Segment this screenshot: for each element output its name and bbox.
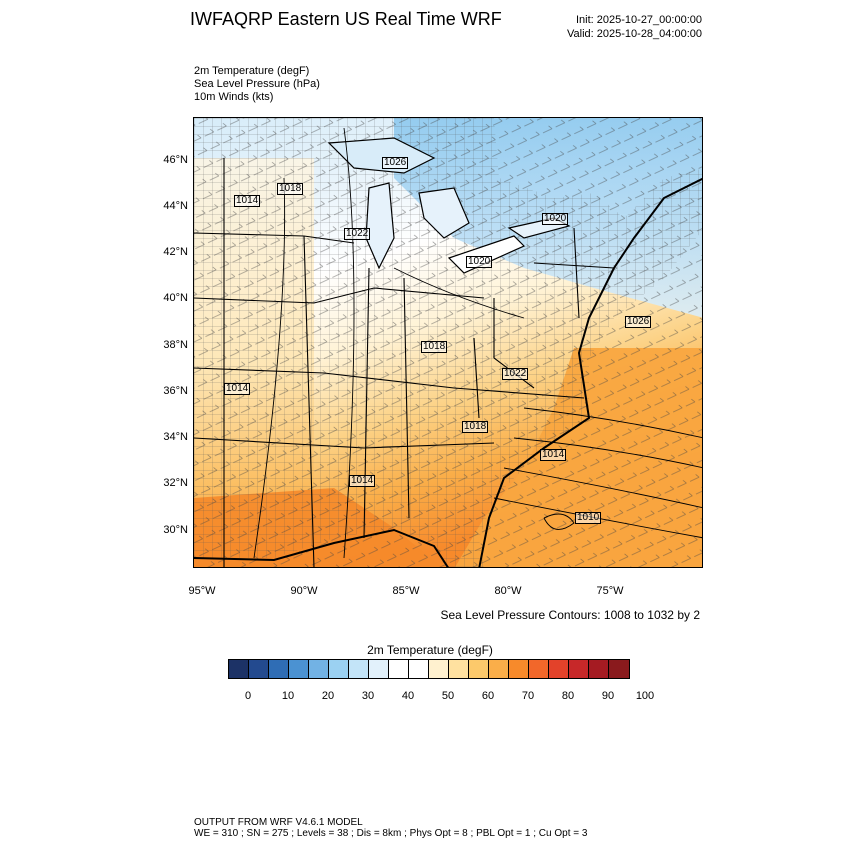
colorbar-swatch [329, 660, 349, 678]
colorbar-tick: 60 [481, 690, 495, 702]
field-pressure: Sea Level Pressure (hPa) [194, 78, 320, 90]
lat-label: 40°N [163, 292, 188, 304]
lon-label: 95°W [188, 585, 216, 597]
time-info: Init: 2025-10-27_00:00:00 Valid: 2025-10… [567, 13, 702, 41]
colorbar-tick: 40 [401, 690, 415, 702]
model-config: WE = 310 ; SN = 275 ; Levels = 38 ; Dis … [194, 828, 588, 839]
colorbar-swatch [549, 660, 569, 678]
colorbar-swatch [569, 660, 589, 678]
slp-label: 1018 [462, 421, 489, 433]
lat-label: 44°N [163, 200, 188, 212]
weather-map: 1026 1018 1014 1022 1020 1020 1026 1018 … [193, 117, 703, 568]
slp-label: 1014 [224, 383, 251, 395]
lat-label: 36°N [163, 385, 188, 397]
lake-huron [418, 187, 470, 239]
slp-label: 1018 [421, 341, 448, 353]
state-borders [194, 158, 615, 567]
lon-label: 90°W [290, 585, 318, 597]
lat-label: 38°N [163, 339, 188, 351]
model-version: OUTPUT FROM WRF V4.6.1 MODEL [194, 817, 363, 828]
field-list: 2m Temperature (degF) Sea Level Pressure… [194, 65, 320, 104]
colorbar-swatch [609, 660, 629, 678]
colorbar-swatch [489, 660, 509, 678]
valid-time: Valid: 2025-10-28_04:00:00 [567, 28, 702, 40]
colorbar-swatch [389, 660, 409, 678]
slp-label: 1022 [502, 368, 529, 380]
colorbar-tick: 10 [281, 690, 295, 702]
model-info: OUTPUT FROM WRF V4.6.1 MODEL WE = 310 ; … [194, 817, 587, 839]
colorbar-tick: 80 [561, 690, 575, 702]
colorbar-tick: 100 [635, 690, 655, 702]
lat-label: 32°N [163, 477, 188, 489]
slp-label: 1026 [382, 157, 409, 169]
lat-label: 34°N [163, 431, 188, 443]
slp-label: 1018 [277, 183, 304, 195]
colorbar-swatch [309, 660, 329, 678]
colorbar-tick: 50 [441, 690, 455, 702]
lon-label: 80°W [494, 585, 522, 597]
colorbar-swatch [449, 660, 469, 678]
colorbar-swatch [289, 660, 309, 678]
colorbar-tick: 30 [361, 690, 375, 702]
colorbar-swatch [369, 660, 389, 678]
colorbar-swatch [469, 660, 489, 678]
slp-label: 1022 [344, 228, 371, 240]
slp-label: 1014 [234, 195, 261, 207]
gulf-coastline [194, 528, 449, 567]
colorbar-tick: 70 [521, 690, 535, 702]
colorbar-swatch [529, 660, 549, 678]
atlantic-coastline [478, 177, 702, 567]
lon-label: 85°W [392, 585, 420, 597]
lat-label: 30°N [163, 524, 188, 536]
field-winds: 10m Winds (kts) [194, 91, 274, 103]
colorbar-swatch [409, 660, 429, 678]
field-temperature: 2m Temperature (degF) [194, 65, 310, 77]
colorbar [228, 659, 630, 679]
contour-note: Sea Level Pressure Contours: 1008 to 103… [440, 608, 701, 622]
plot-title: IWFAQRP Eastern US Real Time WRF [190, 9, 502, 29]
slp-label: 1026 [625, 316, 652, 328]
colorbar-swatch [229, 660, 249, 678]
colorbar-swatch [429, 660, 449, 678]
lon-label: 75°W [596, 585, 624, 597]
map-svg [194, 118, 702, 567]
lat-label: 46°N [163, 154, 188, 166]
colorbar-title: 2m Temperature (degF) [367, 643, 493, 657]
slp-label: 1010 [575, 512, 602, 524]
colorbar-swatch [589, 660, 609, 678]
colorbar-tick: 0 [244, 690, 252, 702]
init-time: Init: 2025-10-27_00:00:00 [576, 14, 702, 26]
slp-label: 1014 [540, 449, 567, 461]
colorbar-swatch [509, 660, 529, 678]
lat-label: 42°N [163, 246, 188, 258]
colorbar-tick: 20 [321, 690, 335, 702]
slp-label: 1014 [349, 475, 376, 487]
slp-label: 1020 [542, 213, 569, 225]
colorbar-swatch [249, 660, 269, 678]
colorbar-swatch [349, 660, 369, 678]
colorbar-swatch [269, 660, 289, 678]
slp-label: 1020 [466, 256, 493, 268]
wind-barbs [194, 118, 702, 567]
colorbar-tick: 90 [601, 690, 615, 702]
